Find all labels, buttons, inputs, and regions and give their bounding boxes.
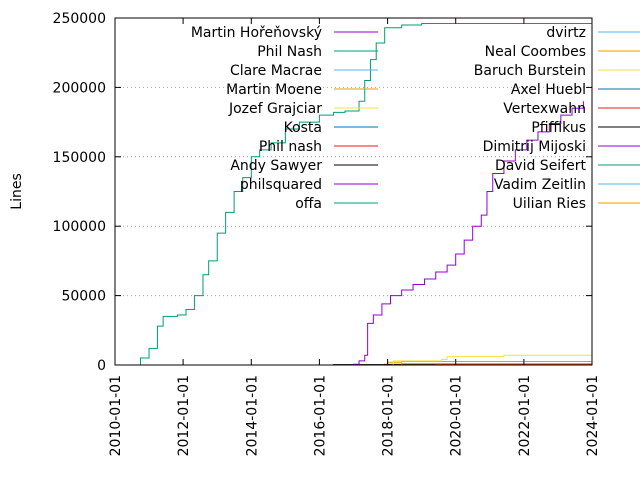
series-line xyxy=(134,23,592,366)
legend-label: Pfiffikus xyxy=(531,120,586,136)
legend-label: Andy Sawyer xyxy=(230,158,322,174)
legend-label: Clare Macrae xyxy=(230,63,322,79)
x-tick-label: 2012-01-01 xyxy=(176,375,192,456)
y-axis: 0 50000 100000 150000 200000 250000 xyxy=(53,11,592,374)
y-tick-label: 250000 xyxy=(53,11,106,27)
legend-label: Neal Coombes xyxy=(485,44,586,60)
legend-label: dvirtz xyxy=(546,25,586,41)
legend-label: Baruch Burstein xyxy=(474,63,586,79)
series-line xyxy=(373,354,592,366)
legend-label: Uilian Ries xyxy=(513,196,586,212)
y-tick-label: 150000 xyxy=(53,150,106,166)
legend-label: Martin Moene xyxy=(226,82,322,98)
x-tick-label: 2022-01-01 xyxy=(517,375,533,456)
legend-label: Dimitrij Mijoski xyxy=(483,139,586,155)
y-tick-label: 50000 xyxy=(61,289,106,305)
x-tick-label: 2016-01-01 xyxy=(312,375,328,456)
legend-label: Martin Hořeňovský xyxy=(191,25,322,41)
legend-label: Axel Huebl xyxy=(511,82,586,98)
x-tick-label: 2020-01-01 xyxy=(449,375,465,456)
legend-label: Jozef Grajciar xyxy=(228,101,322,117)
legend-label: David Seifert xyxy=(495,158,587,174)
x-tick-label: 2010-01-01 xyxy=(108,375,124,456)
legend: Martin Hořeňovský Phil Nash Clare Macrae Ma… xyxy=(191,25,640,212)
legend-label: Vertexwahn xyxy=(503,101,586,117)
x-tick-label: 2014-01-01 xyxy=(244,375,260,456)
legend-label: Phil Nash xyxy=(257,44,322,60)
legend-label: Vadim Zeitlin xyxy=(494,177,586,193)
y-axis-label: Lines xyxy=(9,173,25,209)
y-tick-label: 100000 xyxy=(53,219,106,235)
series-line xyxy=(285,101,584,366)
x-tick-label: 2024-01-01 xyxy=(585,375,601,456)
y-tick-label: 200000 xyxy=(53,80,106,96)
x-axis: 2010-01-01 2012-01-01 2014-01-01 2016-01-01… xyxy=(108,18,601,456)
legend-label: Phil nash xyxy=(259,139,322,155)
legend-label: Kosta xyxy=(284,120,322,136)
y-tick-label: 0 xyxy=(97,358,106,374)
legend-label: offa xyxy=(295,196,322,212)
x-tick-label: 2018-01-01 xyxy=(381,375,397,456)
plot-frame xyxy=(114,17,593,366)
legend-label: philsquared xyxy=(240,177,322,193)
